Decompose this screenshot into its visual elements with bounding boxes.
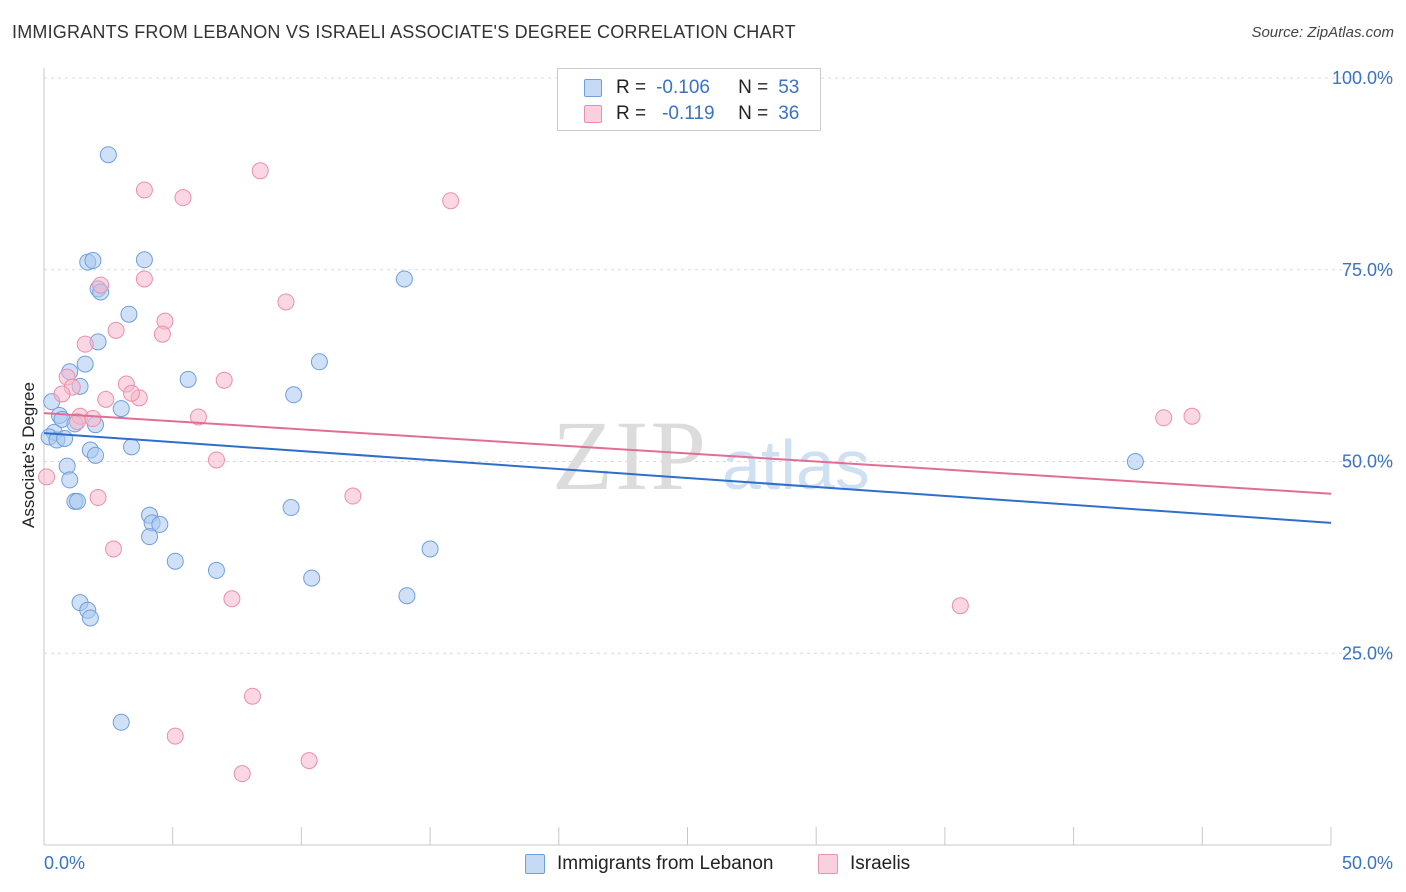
point-israelis	[1155, 409, 1173, 427]
bottom-legend-label: Israelis	[850, 853, 911, 874]
legend: R = -0.106 N = 53 R = -0.119 N = 36	[557, 68, 821, 131]
point-lebanon	[151, 515, 169, 533]
y-tick-label: 25.0%	[1342, 643, 1393, 663]
point-lebanon	[112, 713, 130, 731]
point-lebanon	[56, 429, 74, 447]
point-lebanon	[303, 569, 321, 587]
legend-r-value: -0.106	[656, 77, 710, 98]
point-israelis	[223, 590, 241, 608]
point-israelis	[277, 293, 295, 311]
gridlines	[44, 77, 1392, 654]
point-lebanon	[285, 386, 303, 404]
point-lebanon	[310, 353, 328, 371]
source-label: Source: ZipAtlas.com	[1251, 24, 1394, 41]
point-lebanon	[166, 552, 184, 570]
point-israelis	[243, 687, 261, 705]
legend-n-value: 53	[778, 77, 800, 98]
point-israelis	[38, 468, 56, 486]
trend-lines	[43, 412, 1332, 524]
axes	[43, 68, 1332, 846]
point-israelis	[1183, 407, 1201, 425]
point-israelis	[153, 325, 171, 343]
point-israelis	[207, 451, 225, 469]
point-lebanon	[99, 146, 117, 164]
point-lebanon	[123, 438, 141, 456]
point-lebanon	[84, 252, 102, 270]
point-lebanon	[207, 561, 225, 579]
point-israelis	[442, 192, 460, 210]
legend-r-label: R =	[616, 103, 647, 124]
watermark-atlas: atlas	[722, 426, 870, 504]
legend-row-israelis: R = -0.119 N = 36	[584, 103, 799, 125]
trend-line-lebanon	[43, 432, 1332, 524]
point-lebanon	[1126, 453, 1144, 470]
y-tick-label: 75.0%	[1342, 260, 1393, 280]
bottom-legend-lebanon: Immigrants from Lebanon	[525, 853, 774, 875]
point-israelis	[123, 384, 141, 402]
bottom-legend-swatch-pink	[818, 854, 838, 874]
point-lebanon	[76, 355, 94, 373]
point-lebanon	[68, 492, 86, 510]
trend-line-israelis	[43, 412, 1332, 495]
point-israelis	[166, 727, 184, 745]
tick-labels: 25.0% 50.0% 75.0% 100.0% 0.0% 50.0%	[44, 68, 1393, 873]
bottom-legend-swatch-blue	[525, 854, 545, 874]
point-israelis	[89, 489, 107, 507]
point-israelis	[104, 540, 122, 558]
point-lebanon	[135, 251, 153, 269]
bottom-legend-label: Immigrants from Lebanon	[557, 853, 774, 874]
legend-swatch-pink	[584, 105, 602, 123]
point-lebanon	[179, 370, 197, 388]
point-israelis	[92, 276, 110, 294]
point-israelis	[97, 390, 115, 408]
point-israelis	[135, 270, 153, 288]
watermark-zip: ZIP	[552, 400, 708, 511]
point-israelis	[76, 335, 94, 353]
point-lebanon	[58, 457, 76, 475]
point-israelis	[215, 371, 233, 389]
point-israelis	[189, 408, 207, 426]
point-israelis	[344, 487, 362, 505]
x-tick-label: 50.0%	[1342, 853, 1393, 873]
legend-n-value: 36	[778, 103, 800, 124]
point-lebanon	[398, 587, 416, 605]
x-tick-label: 0.0%	[44, 853, 85, 873]
point-lebanon	[421, 540, 439, 558]
point-lebanon	[86, 446, 104, 464]
legend-n-label: N =	[738, 77, 769, 98]
legend-swatch-blue	[584, 79, 602, 97]
point-lebanon	[61, 471, 79, 489]
point-lebanon	[141, 528, 159, 546]
watermark: ZIP atlas	[552, 400, 870, 511]
point-israelis	[251, 162, 269, 180]
legend-r-label: R =	[616, 77, 647, 98]
bottom-legend-israelis: Israelis	[818, 853, 910, 875]
point-israelis	[135, 181, 153, 199]
legend-n-label: N =	[738, 103, 769, 124]
point-lebanon	[395, 270, 413, 288]
y-tick-label: 100.0%	[1332, 68, 1393, 88]
point-israelis	[233, 765, 251, 783]
legend-row-lebanon: R = -0.106 N = 53	[584, 77, 799, 99]
point-israelis	[174, 189, 192, 207]
point-lebanon	[81, 609, 99, 627]
point-israelis	[107, 321, 125, 339]
point-israelis	[84, 410, 102, 428]
legend-r-value: -0.119	[662, 103, 715, 124]
y-tick-label: 50.0%	[1342, 452, 1393, 472]
point-israelis	[951, 597, 969, 615]
point-israelis	[300, 752, 318, 770]
point-israelis	[68, 413, 86, 431]
points-layer	[38, 146, 1201, 783]
point-lebanon	[112, 400, 130, 418]
point-lebanon	[120, 305, 138, 323]
point-lebanon	[282, 499, 300, 517]
chart-title: IMMIGRANTS FROM LEBANON VS ISRAELI ASSOC…	[12, 22, 796, 42]
point-israelis	[53, 385, 71, 403]
